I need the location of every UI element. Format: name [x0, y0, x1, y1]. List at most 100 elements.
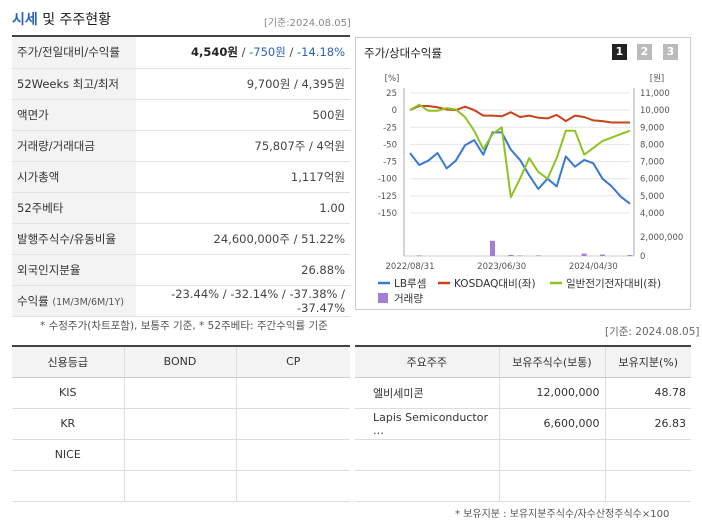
shares-held: [498, 439, 605, 471]
legend-label: 거래량: [394, 293, 423, 305]
right-tick-label: 4,000: [640, 209, 664, 219]
table-cell: [123, 408, 236, 440]
right-tick-label: 7,000: [640, 158, 664, 168]
ownership-footnote: * 보유지분 : 보유지분주식수/자수산정주식수×100: [455, 509, 670, 520]
left-tick-label: -50: [383, 140, 397, 150]
table-header-row: 신용등급 BOND CP: [12, 347, 350, 378]
left-tick-label: -150: [378, 209, 397, 219]
major-shareholders-table: 주요주주 보유주식수(보통) 보유지분(%) 엘비세미콘 12,000,000 48…: [355, 347, 691, 502]
table-row: KR: [12, 408, 350, 440]
legend-label: KOSDAQ대비(좌): [454, 278, 536, 290]
right-tick-label: 6,000: [640, 175, 664, 185]
row-label: 거래량/거래대금: [12, 130, 136, 162]
ownership-pct: 26.83: [604, 408, 691, 440]
table-row: KIS: [12, 377, 350, 409]
chart-title: 주가/상대수익률: [364, 46, 442, 60]
row-value: 75,807주 / 4억원: [136, 130, 350, 162]
volume-bar: [535, 255, 541, 256]
returns-value: -23.44% / -32.14% / -37.38% / -37.47%: [136, 285, 350, 317]
shares-held: [498, 470, 605, 502]
column-header: BOND: [123, 347, 236, 378]
left-axis-unit: [%]: [385, 74, 400, 84]
row-label: 수익률 (1M/3M/6M/1Y): [12, 285, 136, 317]
chart-panel: [355, 37, 691, 310]
table-row: 액면가 500원: [12, 99, 350, 131]
row-label: 주가/전일대비/수익률: [12, 37, 136, 69]
legend-label: LB루셈: [394, 278, 426, 290]
volume-bar: [508, 254, 514, 256]
legend-swatch: [378, 293, 388, 303]
row-value: 1,117억원: [136, 161, 350, 193]
row-label: 52주베타: [12, 192, 136, 224]
table-row: 발행주식수/유동비율 24,600,000주 / 51.22%: [12, 223, 350, 255]
x-tick-label: 2022/08/31: [386, 262, 435, 272]
volume-bar: [600, 254, 605, 256]
table-cell: KR: [12, 408, 124, 440]
ownership-pct: 48.78: [604, 377, 691, 409]
table-cell: NICE: [12, 439, 124, 471]
table-header-row: 주요주주 보유주식수(보통) 보유지분(%): [355, 347, 691, 378]
row-label: 액면가: [12, 99, 136, 131]
right-tick-label: 10,000: [640, 106, 670, 116]
x-tick-label: 2023/06/30: [477, 262, 526, 272]
right-tick-label: 9,000: [640, 123, 664, 133]
table-cell: [235, 439, 350, 471]
ownership-pct: [604, 470, 691, 502]
shareholder-name: Lapis Semiconductor …: [355, 408, 499, 440]
row-value: 24,600,000주 / 51.22%: [136, 223, 350, 255]
reference-date: [기준:2024.08.05]: [264, 18, 351, 29]
right-tick-label: 8,000: [640, 140, 664, 150]
row-value: 1.00: [136, 192, 350, 224]
volume-tick-label: 0: [640, 252, 645, 262]
divider: [12, 345, 350, 347]
volume-tick-label: 2,000,000: [640, 233, 683, 243]
table-row: 52Weeks 최고/최저 9,700원 / 4,395원: [12, 68, 350, 100]
right-tick-label: 5,000: [640, 192, 664, 202]
left-tick-label: -75: [383, 158, 397, 168]
divider: [12, 35, 350, 37]
period-button-3[interactable]: 3: [663, 44, 678, 60]
shares-held: 12,000,000: [498, 377, 605, 409]
volume-bar: [490, 240, 495, 256]
table-row: [355, 439, 691, 471]
credit-rating-table: 신용등급 BOND CP KIS KR NICE: [12, 347, 350, 502]
table-row: 거래량/거래대금 75,807주 / 4억원: [12, 130, 350, 162]
table-row: NICE: [12, 439, 350, 471]
divider: [355, 345, 691, 347]
period-button-2[interactable]: 2: [637, 44, 652, 60]
period-button-1[interactable]: 1: [612, 44, 627, 60]
shareholder-name: 엘비세미콘: [355, 377, 499, 409]
row-label: 52Weeks 최고/최저: [12, 68, 136, 100]
left-tick-label: 25: [386, 89, 397, 99]
shares-held: 6,600,000: [498, 408, 605, 440]
column-header: 신용등급: [12, 347, 124, 378]
shareholder-name: [355, 439, 499, 471]
series-line: [409, 105, 630, 124]
price-change-value: 4,540원 / -750원 / -14.18%: [136, 37, 350, 69]
legend-label: 일반전기전자대비(좌): [566, 277, 661, 290]
reference-date-2: [기준: 2024.08.05]: [605, 326, 700, 338]
column-header: 주요주주: [355, 347, 499, 378]
row-label: 발행주식수/유동비율: [12, 223, 136, 255]
right-axis-unit: [원]: [650, 74, 664, 84]
table-row: 주가/전일대비/수익률 4,540원 / -750원 / -14.18%: [12, 37, 350, 69]
column-header: 보유지분(%): [604, 347, 691, 378]
table-cell: [235, 470, 350, 502]
volume-bar: [627, 255, 633, 256]
right-tick-label: 11,000: [640, 89, 670, 99]
table-row: 수익률 (1M/3M/6M/1Y) -23.44% / -32.14% / -3…: [12, 285, 350, 317]
row-value: 9,700원 / 4,395원: [136, 68, 350, 100]
table-row: [12, 470, 350, 502]
table-row: 시가총액 1,117억원: [12, 161, 350, 193]
left-tick-label: -100: [378, 175, 397, 185]
price-relative-return-chart: [%] [원] 25 0 -25 -50 -75 -100 -125 -150 11,000 10,0…: [378, 74, 684, 305]
ownership-pct: [604, 439, 691, 471]
left-tick-label: 0: [392, 106, 397, 116]
column-header: CP: [235, 347, 350, 378]
table-cell: [235, 377, 350, 409]
table-row: 52주베타 1.00: [12, 192, 350, 224]
table-row: Lapis Semiconductor … 6,600,000 26.83: [355, 408, 691, 440]
table-row: 엘비세미콘 12,000,000 48.78: [355, 377, 691, 409]
page-title: 시세 및 주주현황: [12, 12, 112, 28]
table-cell: KIS: [12, 377, 124, 409]
